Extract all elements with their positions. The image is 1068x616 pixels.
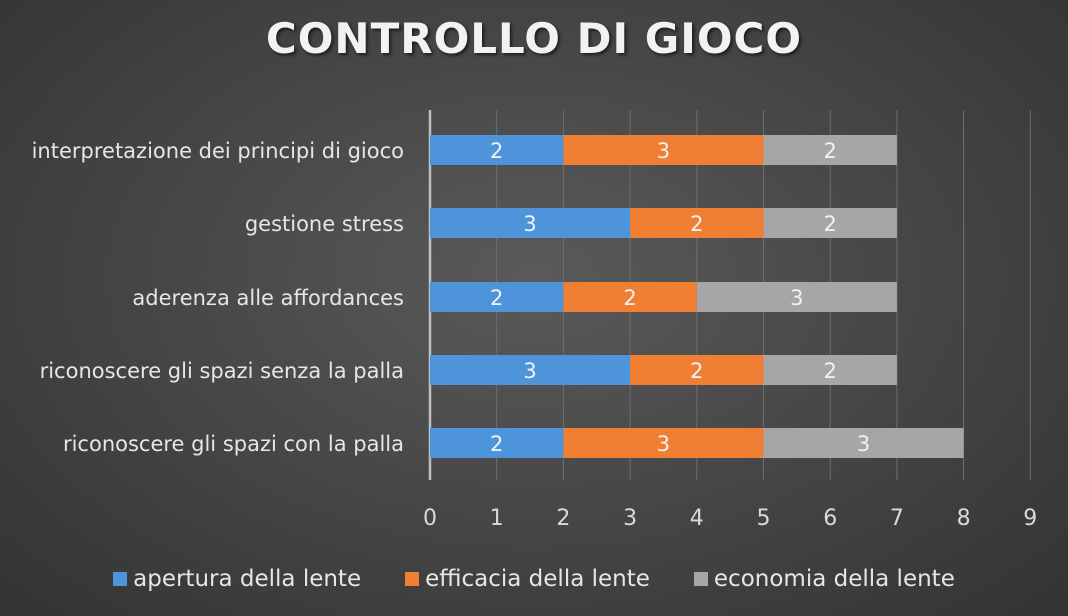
x-tick-label: 0 (423, 506, 437, 531)
legend-swatch-series-1 (405, 572, 420, 586)
data-label: 3 (857, 432, 870, 456)
data-label: 2 (824, 359, 837, 383)
legend-item-series-0[interactable]: apertura della lente (113, 566, 361, 592)
data-label: 2 (690, 359, 703, 383)
bar-segment-series-2 (696, 282, 897, 312)
x-tick-label: 9 (1023, 506, 1037, 531)
bar-segment-series-0 (430, 428, 564, 458)
bar-segment-series-1 (563, 135, 764, 165)
data-label: 3 (523, 359, 536, 383)
category-label: aderenza alle affordances (132, 286, 404, 310)
category-label: riconoscere gli spazi con la palla (63, 432, 404, 456)
bar-segment-series-2 (763, 135, 897, 165)
bar-segment-series-2 (763, 208, 897, 238)
bar-segment-series-0 (430, 135, 564, 165)
x-tick-label: 6 (823, 506, 837, 531)
bar-segment-series-0 (430, 208, 631, 238)
x-tick-label: 3 (623, 506, 637, 531)
legend-label-series-0: apertura della lente (133, 566, 362, 592)
data-label: 3 (657, 432, 670, 456)
chart-legend: apertura della lente efficacia della len… (0, 566, 1068, 592)
legend-label-series-2: economia della lente (713, 566, 955, 592)
data-label: 2 (824, 139, 837, 163)
bar-segment-series-0 (430, 355, 631, 385)
data-label: 2 (824, 212, 837, 236)
data-label: 2 (690, 212, 703, 236)
bar-segment-series-1 (563, 428, 764, 458)
data-label: 2 (490, 432, 503, 456)
bar-segment-series-1 (630, 355, 764, 385)
legend-swatch-series-0 (113, 572, 128, 586)
x-tick-label: 2 (556, 506, 570, 531)
category-label: interpretazione dei principi di gioco (32, 139, 404, 163)
x-tick-label: 4 (690, 506, 704, 531)
x-tick-label: 5 (757, 506, 771, 531)
legend-label-series-1: efficacia della lente (425, 566, 650, 592)
category-label: riconoscere gli spazi senza la palla (40, 359, 404, 383)
bar-segment-series-2 (763, 428, 964, 458)
data-label: 2 (623, 286, 636, 310)
data-label: 3 (790, 286, 803, 310)
data-label: 2 (490, 286, 503, 310)
x-tick-label: 7 (890, 506, 904, 531)
x-tick-label: 8 (957, 506, 971, 531)
data-label: 3 (657, 139, 670, 163)
data-label: 3 (523, 212, 536, 236)
legend-item-series-1[interactable]: efficacia della lente (405, 566, 650, 592)
legend-item-series-2[interactable]: economia della lente (693, 566, 955, 592)
bar-segment-series-2 (763, 355, 897, 385)
category-label: gestione stress (245, 212, 404, 236)
chart-plot: 0 1 2 3 4 5 6 7 8 9 interpretazione dei principi d… (32, 110, 1037, 531)
bar-segment-series-1 (630, 208, 764, 238)
bar-segment-series-1 (563, 282, 697, 312)
chart-title: CONTROLLO DI GIOCO (265, 14, 803, 63)
bar-segment-series-0 (430, 282, 564, 312)
x-tick-label: 1 (490, 506, 504, 531)
legend-swatch-series-2 (693, 572, 708, 586)
data-label: 2 (490, 139, 503, 163)
